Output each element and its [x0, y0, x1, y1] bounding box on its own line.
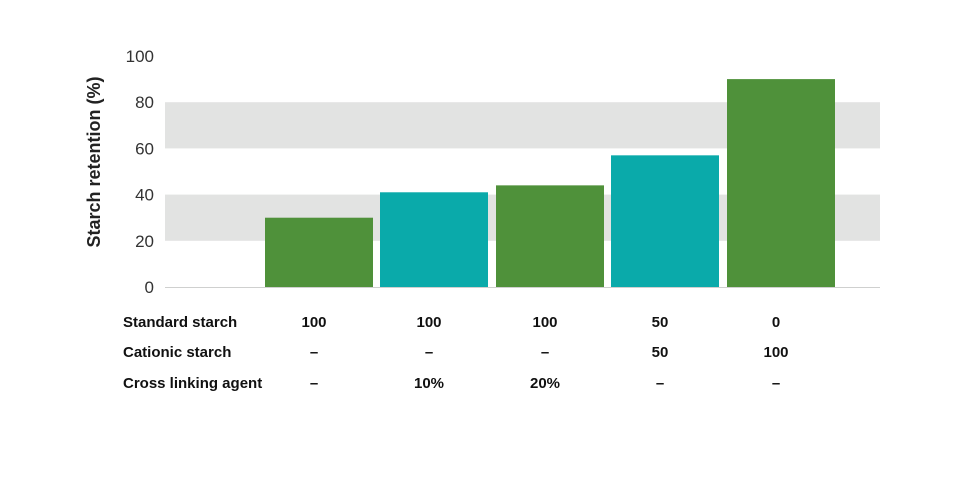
bar-series [265, 79, 835, 287]
y-tick-label-0: 0 [145, 278, 154, 297]
table-row-label-2: Cross linking agent [123, 375, 262, 392]
table-row-label-1: Cationic starch [123, 344, 231, 361]
table-cell-0-3: 50 [652, 314, 669, 331]
table-cell-1-4: 100 [763, 344, 788, 361]
condition-table: Standard starch 100 100 100 50 0 Cationic star… [123, 314, 789, 392]
bar-1 [380, 192, 488, 287]
table-cell-2-3: – [656, 375, 664, 392]
y-tick-label-5: 100 [126, 47, 154, 66]
table-cell-0-1: 100 [416, 314, 441, 331]
y-tick-label-4: 80 [135, 93, 154, 112]
bar-3 [611, 155, 719, 287]
y-axis-ticks: 0 20 40 60 80 100 [126, 47, 154, 297]
bar-2 [496, 185, 604, 287]
table-cell-2-2: 20% [530, 375, 560, 392]
y-axis-label: Starch retention (%) [84, 76, 104, 247]
table-row-label-0: Standard starch [123, 314, 237, 331]
table-cell-0-4: 0 [772, 314, 780, 331]
bar-4 [727, 79, 835, 287]
table-cell-1-1: – [425, 344, 433, 361]
table-cell-0-0: 100 [301, 314, 326, 331]
table-cell-2-0: – [310, 375, 318, 392]
y-tick-label-3: 60 [135, 139, 154, 158]
table-cell-2-4: – [772, 375, 780, 392]
table-cell-2-1: 10% [414, 375, 444, 392]
bar-0 [265, 217, 373, 287]
y-tick-label-2: 40 [135, 186, 154, 205]
table-cell-1-3: 50 [652, 344, 669, 361]
table-cell-0-2: 100 [532, 314, 557, 331]
y-tick-label-1: 20 [135, 232, 154, 251]
table-cell-1-2: – [541, 344, 549, 361]
table-cell-1-0: – [310, 344, 318, 361]
